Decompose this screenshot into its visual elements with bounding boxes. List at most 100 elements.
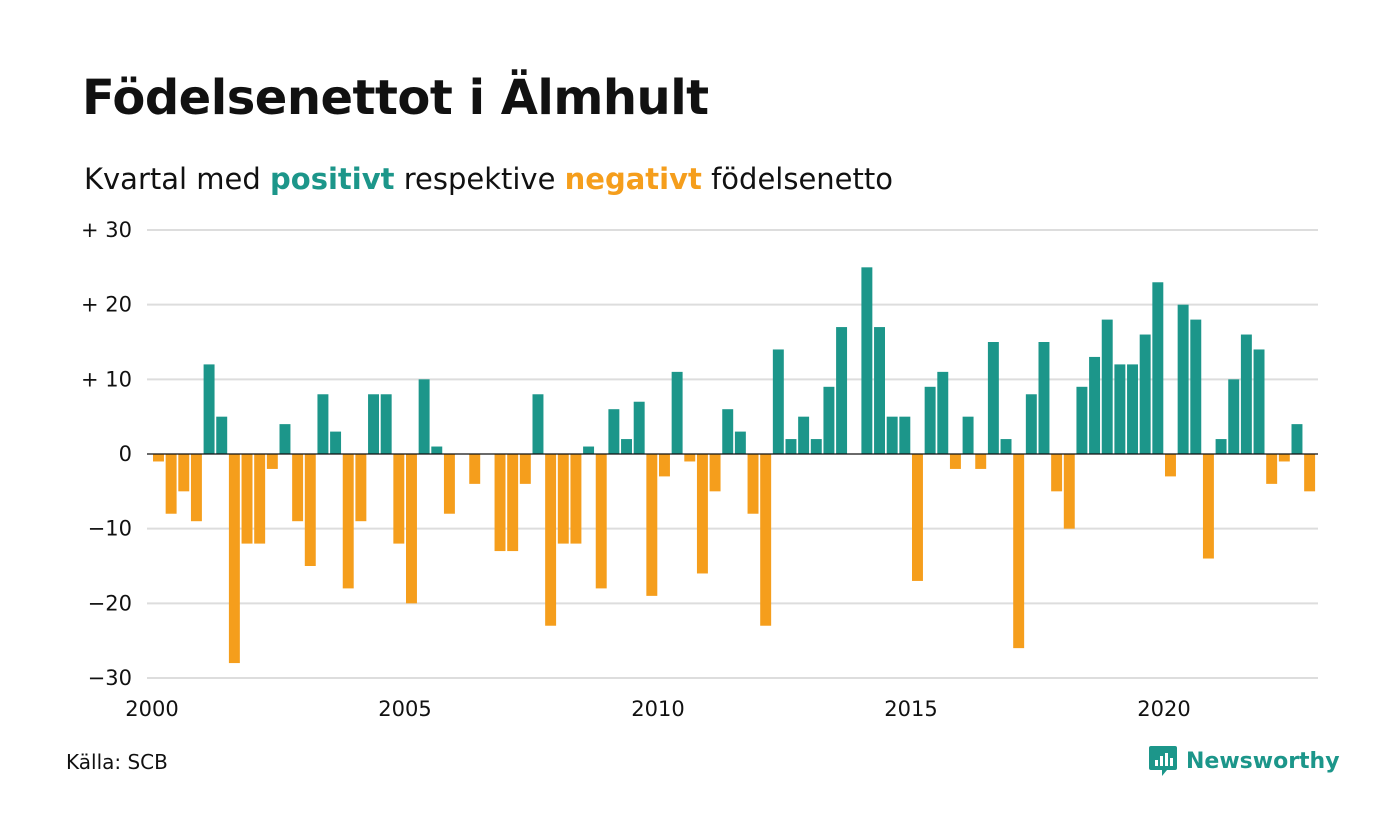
bars — [153, 267, 1316, 664]
bar — [1215, 439, 1227, 454]
bar — [722, 409, 734, 454]
bar — [153, 454, 164, 462]
bar — [254, 454, 266, 544]
bar — [165, 454, 177, 514]
bar — [1291, 424, 1303, 454]
bar — [1228, 379, 1240, 454]
bar — [912, 454, 923, 581]
bar — [342, 454, 354, 589]
bar — [494, 454, 506, 552]
bar — [330, 431, 342, 454]
bar — [823, 386, 835, 454]
grid-lines — [147, 229, 1318, 679]
bar — [1101, 319, 1113, 454]
bar — [1063, 454, 1075, 529]
bar — [1165, 454, 1176, 477]
subtitle-text-end: födelsenetto — [711, 162, 893, 196]
bar — [317, 394, 329, 454]
newsworthy-logo-icon — [1149, 746, 1177, 776]
x-tick-label: 2000 — [125, 697, 178, 721]
bar — [621, 439, 632, 454]
bar — [1177, 304, 1189, 454]
x-tick-label: 2005 — [378, 697, 431, 721]
bar — [1253, 349, 1265, 454]
bar — [747, 454, 759, 514]
y-tick-label: + 30 — [81, 218, 132, 242]
bar — [418, 379, 430, 454]
subtitle-positive-label: positivt — [270, 162, 395, 196]
bar — [1089, 356, 1101, 454]
bar — [646, 454, 658, 596]
bar — [190, 454, 202, 522]
bar — [772, 349, 784, 454]
bar — [696, 454, 708, 574]
bar — [899, 416, 911, 454]
bar — [975, 454, 987, 469]
bar — [532, 394, 544, 454]
bar — [861, 267, 873, 454]
brand[interactable]: Newsworthy — [1148, 744, 1340, 778]
bar — [545, 454, 557, 626]
brand-name: Newsworthy — [1186, 748, 1340, 774]
bar — [1266, 454, 1278, 484]
bar — [1051, 454, 1063, 492]
bar — [583, 446, 595, 454]
bar — [671, 371, 683, 454]
bar — [241, 454, 253, 544]
bar — [1038, 342, 1050, 454]
y-tick-label: −10 — [88, 517, 132, 541]
bar — [178, 454, 190, 492]
bar — [431, 446, 443, 454]
bar — [443, 454, 455, 514]
y-tick-label: −20 — [88, 591, 132, 615]
subtitle-text-start: Kvartal med — [84, 162, 261, 196]
bar — [1114, 364, 1126, 454]
bar — [836, 327, 848, 454]
page-title: Födelsenettot i Älmhult — [82, 70, 709, 126]
bar — [570, 454, 582, 544]
bar — [962, 416, 974, 454]
bar — [798, 416, 810, 454]
bar — [633, 401, 645, 454]
bar — [380, 394, 392, 454]
bar — [987, 342, 999, 454]
bar — [519, 454, 531, 484]
bar — [355, 454, 367, 522]
bar — [709, 454, 721, 492]
bar — [874, 327, 885, 454]
bar — [949, 454, 961, 469]
bar — [1139, 334, 1151, 454]
y-tick-label: + 10 — [81, 367, 132, 391]
bar — [659, 454, 670, 477]
bar — [266, 454, 278, 469]
bar — [937, 371, 949, 454]
bar — [810, 439, 822, 454]
bar — [279, 424, 291, 454]
bar — [760, 454, 772, 626]
bar — [469, 454, 481, 484]
bar — [1304, 454, 1316, 492]
source-note: Källa: SCB — [66, 750, 168, 774]
y-tick-label: −30 — [88, 666, 132, 690]
subtitle-negative-label: negativt — [564, 162, 702, 196]
bar — [1127, 364, 1138, 454]
x-tick-label: 2015 — [884, 697, 937, 721]
bar — [304, 454, 316, 566]
bar — [507, 454, 519, 552]
bar — [734, 431, 746, 454]
bar — [216, 416, 228, 454]
bar — [203, 364, 215, 454]
x-tick-label: 2020 — [1137, 697, 1190, 721]
bar — [1076, 386, 1088, 454]
axes: + 30 + 20 + 10 0 −10 −20 −30 2000 2005 2010 2015 20… — [81, 218, 1318, 721]
bar — [684, 454, 696, 462]
bar — [557, 454, 569, 544]
bar — [1202, 454, 1214, 559]
bar — [292, 454, 304, 522]
subtitle-text-middle: respektive — [403, 162, 556, 196]
bar — [1013, 454, 1025, 649]
bar — [1000, 439, 1012, 454]
bar — [608, 409, 620, 454]
bar — [924, 386, 936, 454]
